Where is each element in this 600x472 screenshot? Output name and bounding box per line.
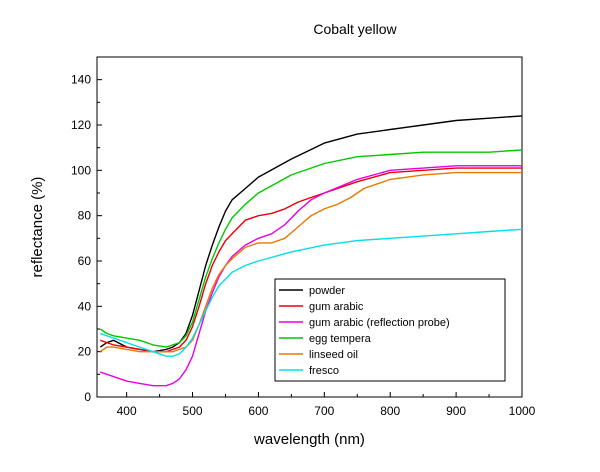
y-tick-label: 100 <box>71 163 91 177</box>
x-axis-title: wavelength (nm) <box>253 431 365 448</box>
series-line-fresco <box>100 228 523 357</box>
series-line-linseed-oil <box>99 171 522 353</box>
y-tick-label: 80 <box>78 209 92 223</box>
legend-box <box>274 278 506 382</box>
y-tick-label: 120 <box>71 118 91 132</box>
y-tick-label: 40 <box>78 299 92 313</box>
y-axis: 0 20 40 60 80 100 120 140 <box>71 73 102 404</box>
y-tick-label: 140 <box>71 73 91 87</box>
legend-label: gum arabic <box>309 301 364 313</box>
x-tick-label: 800 <box>380 404 400 418</box>
legend-label: powder <box>309 285 345 297</box>
legend-label: linseed oil <box>309 349 358 361</box>
x-tick-label: 600 <box>248 404 268 418</box>
chart-title: Cobalt yellow <box>313 21 397 37</box>
y-tick-label: 60 <box>78 254 92 268</box>
series-layer <box>99 115 523 387</box>
x-tick-label: 1000 <box>509 404 536 418</box>
x-tick-label: 900 <box>446 404 466 418</box>
x-tick-label: 400 <box>117 404 137 418</box>
x-tick-label: 500 <box>183 404 203 418</box>
series-line-egg-tempera <box>99 149 523 348</box>
legend-label: gum arabic (reflection probe) <box>309 317 450 329</box>
legend-label: egg tempera <box>309 333 372 345</box>
x-axis: 400 500 600 700 800 900 1000 <box>117 392 536 418</box>
plot-frame <box>96 56 523 398</box>
y-tick-label: 0 <box>84 390 91 404</box>
legend: powder gum arabic gum arabic (reflection p… <box>274 278 506 382</box>
y-axis-title: reflectance (%) <box>29 177 46 278</box>
x-tick-label: 700 <box>314 404 334 418</box>
y-tick-label: 20 <box>78 345 92 359</box>
legend-label: fresco <box>309 365 339 377</box>
